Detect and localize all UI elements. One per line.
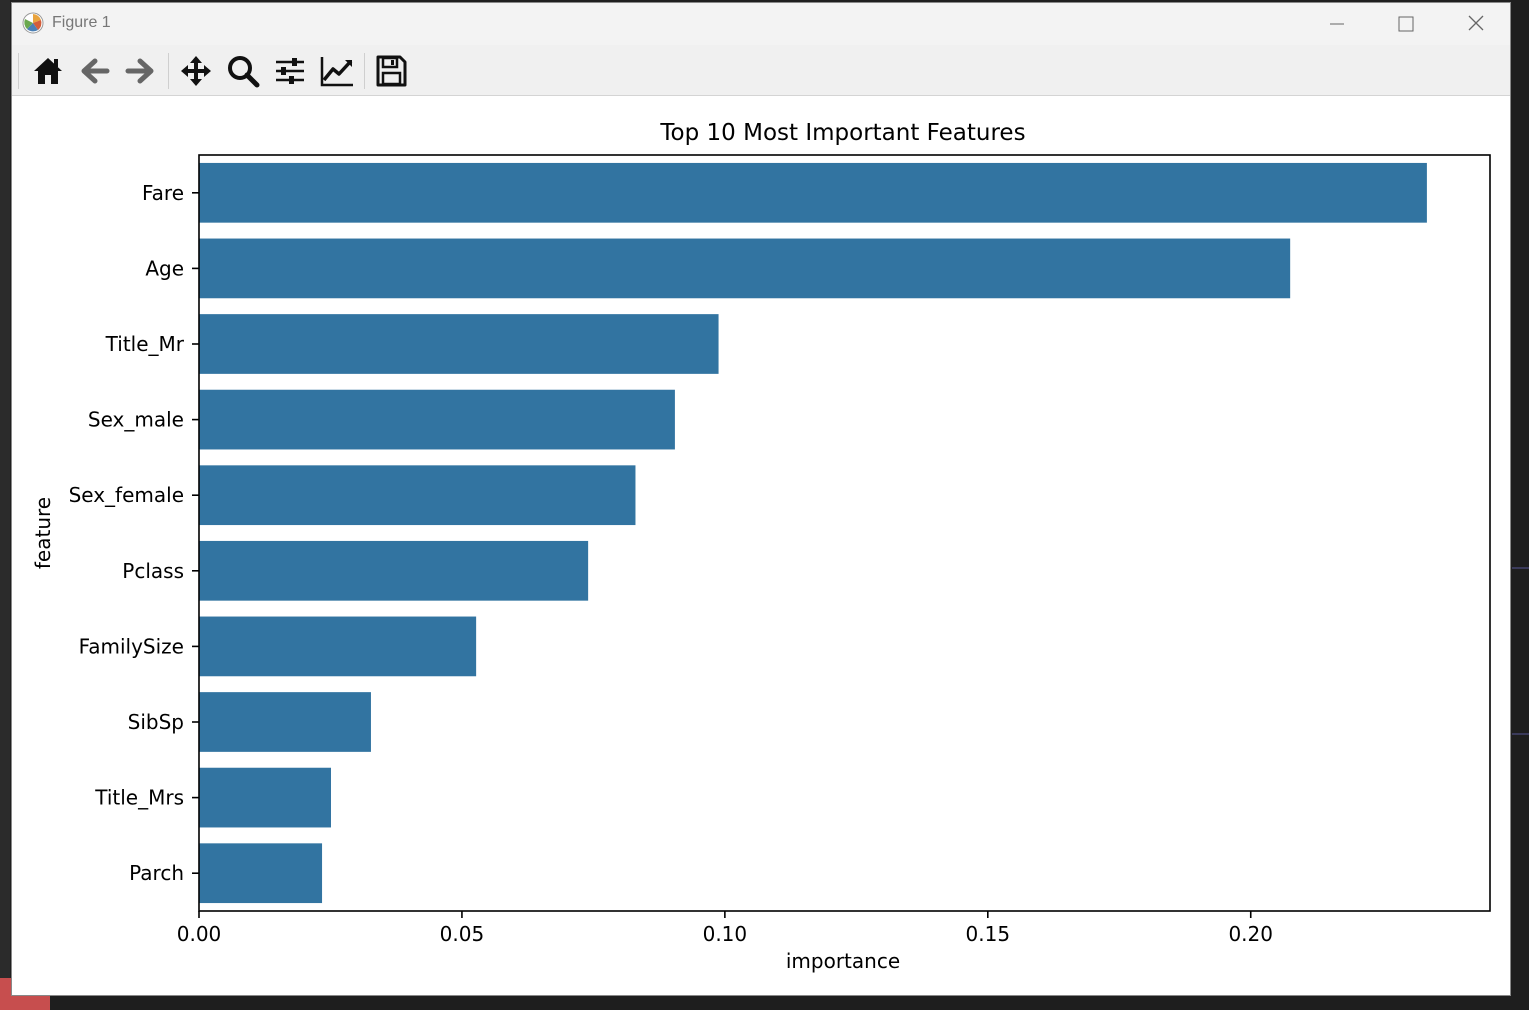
matplotlib-logo-icon (22, 12, 44, 34)
navigation-toolbar (12, 45, 1510, 96)
magnifier-icon (228, 56, 260, 88)
sliders-icon (276, 58, 304, 84)
y-tick-label: Parch (129, 861, 184, 885)
maximize-icon (1398, 16, 1414, 32)
bar-parch (199, 843, 323, 904)
line-chart-icon (320, 57, 353, 87)
back-button[interactable] (77, 53, 113, 89)
bar-sex-female (199, 465, 636, 526)
y-tick-label: Fare (142, 181, 184, 205)
bar-title-mr (199, 314, 719, 374)
bar-pclass (199, 540, 589, 601)
y-tick-label: Sex_female (69, 483, 184, 507)
minimize-button[interactable] (1322, 11, 1352, 37)
y-tick-label: Age (145, 256, 184, 280)
toolbar-separator (364, 53, 365, 89)
maximize-button[interactable] (1391, 11, 1421, 37)
y-tick-label: Sex_male (88, 408, 184, 432)
zoom-button[interactable] (225, 53, 261, 89)
bar-age (199, 238, 1291, 299)
minimize-icon (1330, 23, 1344, 25)
background-divider (1512, 733, 1529, 735)
x-tick-label: 0.15 (966, 922, 1011, 946)
window-title: Figure 1 (52, 14, 111, 31)
configure-subplots-button[interactable] (272, 53, 308, 89)
bar-sex-male (199, 389, 675, 450)
figure-canvas: Top 10 Most Important Features Fare Age Ti… (12, 96, 1510, 995)
bar-title-mrs (199, 767, 331, 828)
x-tick-label: 0.10 (703, 922, 748, 946)
toolbar-separator (18, 53, 19, 89)
y-tick-label: Title_Mrs (94, 786, 184, 810)
home-button[interactable] (30, 53, 66, 89)
home-icon (34, 58, 62, 84)
arrow-right-icon (125, 58, 154, 84)
y-axis-ticks: Fare Age Title_Mr Sex_male Sex_female Pclass F… (69, 181, 199, 885)
floppy-disk-icon (376, 55, 407, 87)
save-button[interactable] (373, 53, 409, 89)
bar-chart: Top 10 Most Important Features Fare Age Ti… (31, 120, 1491, 973)
axes-frame (198, 154, 1491, 912)
bars-group (199, 162, 1427, 904)
bar-familysize (199, 616, 477, 677)
pan-button[interactable] (178, 53, 214, 89)
close-icon (1468, 15, 1484, 31)
bar-fare (199, 162, 1427, 223)
chart-title: Top 10 Most Important Features (659, 120, 1025, 146)
move-icon (181, 56, 211, 86)
x-axis-label: importance (786, 949, 900, 973)
y-tick-label: FamilySize (79, 634, 184, 658)
background-editor-left (0, 0, 10, 1010)
figure-window: Figure 1 (11, 2, 1511, 996)
y-tick-label: Title_Mr (105, 332, 185, 356)
background-editor-right (1512, 0, 1529, 1010)
x-tick-label: 0.05 (440, 922, 485, 946)
bar-sibsp (199, 692, 371, 752)
x-axis-ticks: 0.00 0.05 0.10 0.15 0.20 (177, 911, 1273, 946)
close-button[interactable] (1461, 11, 1491, 37)
x-tick-label: 0.20 (1228, 922, 1273, 946)
arrow-left-icon (81, 58, 110, 84)
title-bar: Figure 1 (12, 3, 1510, 45)
forward-button[interactable] (122, 53, 158, 89)
x-tick-label: 0.00 (177, 922, 222, 946)
edit-axis-button[interactable] (319, 53, 355, 89)
background-divider (1512, 567, 1529, 569)
toolbar-separator (168, 53, 169, 89)
y-tick-label: SibSp (128, 710, 184, 734)
y-axis-label: feature (31, 497, 55, 569)
y-tick-label: Pclass (122, 559, 184, 583)
